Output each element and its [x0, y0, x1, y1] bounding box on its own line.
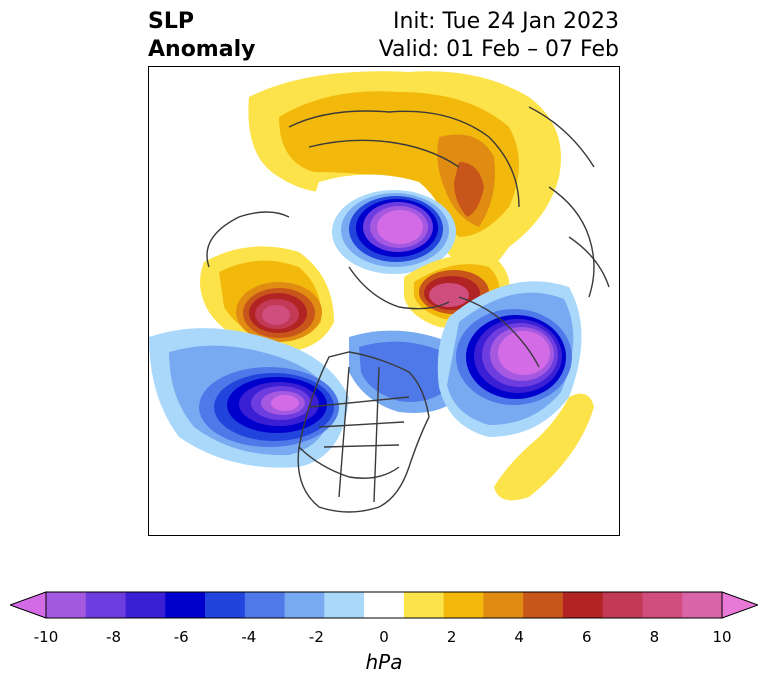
- colorbar-swatch: [244, 592, 286, 618]
- colorbar-swatch: [324, 592, 365, 618]
- colorbar-swatch: [443, 592, 484, 618]
- colorbar-tick-label: 10: [712, 628, 732, 646]
- colorbar-swatch: [284, 592, 325, 618]
- colorbar-tick-label: -2: [308, 628, 324, 646]
- title-line-1: SLP: [148, 9, 194, 34]
- colorbar-swatch: [85, 592, 127, 618]
- colorbar-swatch: [46, 592, 87, 618]
- colorbar-tick-label: -6: [173, 628, 189, 646]
- negative-anomaly-central-core: [359, 341, 448, 402]
- colorbar-swatch: [483, 592, 524, 618]
- colorbar-swatch: [682, 592, 723, 618]
- colorbar-tick-label: 4: [514, 628, 524, 646]
- init-date: Init: Tue 24 Jan 2023: [392, 9, 619, 34]
- negative-anomaly-atlantic: [437, 281, 582, 437]
- colorbar-swatch: [523, 592, 564, 618]
- colorbar-swatch: [642, 592, 683, 618]
- colorbar-swatch: [562, 592, 604, 618]
- colorbar-tick-label: -8: [106, 628, 122, 646]
- negative-anomaly-arctic: [332, 190, 456, 274]
- coastlines: [206, 106, 610, 513]
- positive-anomaly-alaska: [200, 246, 334, 352]
- colorbar-tick-label: -10: [33, 628, 59, 646]
- colorbar-swatch: [364, 592, 405, 618]
- negative-anomaly-pacific: [149, 328, 349, 468]
- colorbar-tick-label: 8: [649, 628, 660, 646]
- colorbar-tick-label: 0: [379, 628, 389, 646]
- colorbar-extend-high: [721, 591, 758, 619]
- colorbar-swatch: [602, 592, 643, 618]
- positive-anomaly-subtropical-atlantic: [494, 393, 594, 501]
- colorbar-tick-label: -4: [241, 628, 257, 646]
- valid-range: Valid: 01 Feb – 07 Feb: [378, 37, 619, 62]
- colorbar-swatch: [165, 592, 206, 618]
- colorbar-extend-low: [10, 591, 47, 619]
- map-panel: [148, 66, 620, 536]
- colorbar-unit-label: hPa: [365, 650, 403, 674]
- colorbar-border: [45, 591, 723, 619]
- colorbar: [10, 591, 758, 619]
- chart-title: SLP Anomaly: [148, 8, 255, 64]
- colorbar-swatch: [125, 592, 166, 618]
- title-line-2: Anomaly: [148, 37, 256, 62]
- colorbar-tick-label: 6: [582, 628, 592, 646]
- anomaly-map: [149, 71, 610, 513]
- colorbar-swatch: [205, 592, 246, 618]
- colorbar-swatch: [403, 592, 445, 618]
- date-info: Init: Tue 24 Jan 2023 Valid: 01 Feb – 07…: [379, 8, 619, 64]
- colorbar-tick-label: 2: [446, 628, 457, 646]
